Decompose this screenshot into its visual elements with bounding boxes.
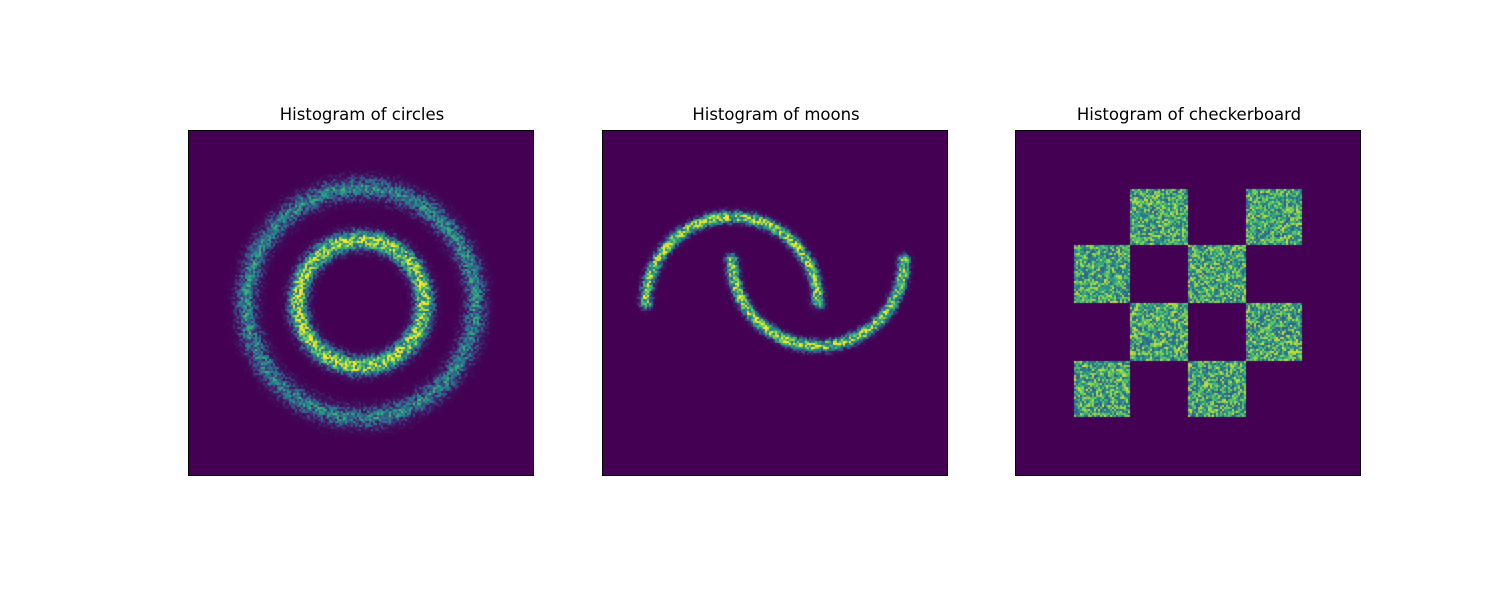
heatmap-canvas-moons xyxy=(603,131,947,475)
heatmap-canvas-circles xyxy=(189,131,533,475)
heatmap-moons xyxy=(602,130,948,476)
heatmap-canvas-checkerboard xyxy=(1016,131,1360,475)
chart-title-circles: Histogram of circles xyxy=(279,105,445,124)
chart-title-moons: Histogram of moons xyxy=(692,105,860,124)
heatmap-circles xyxy=(188,130,534,476)
chart-title-checkerboard: Histogram of checkerboard xyxy=(1076,105,1302,124)
heatmap-checkerboard xyxy=(1015,130,1361,476)
